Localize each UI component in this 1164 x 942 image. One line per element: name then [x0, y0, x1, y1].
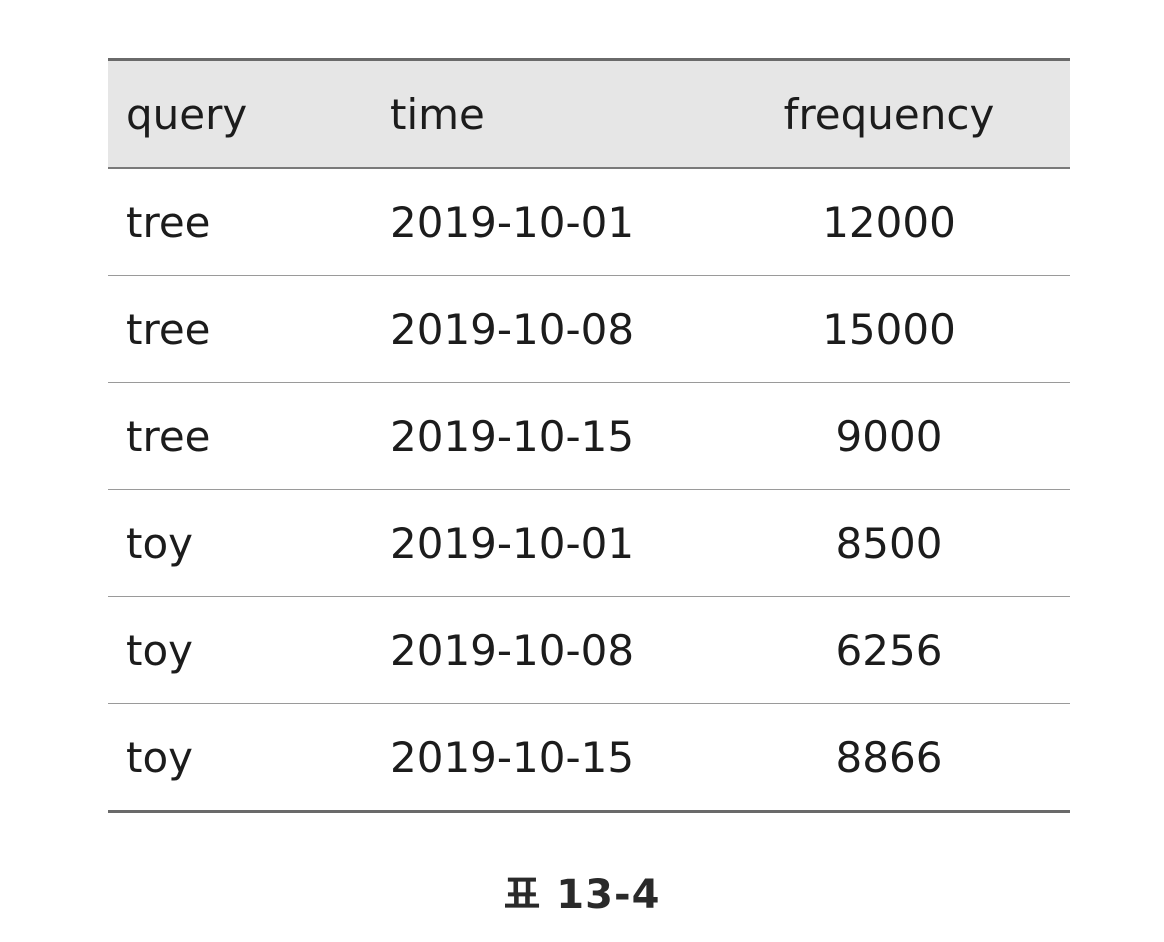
cell-frequency: 9000 [708, 382, 1070, 490]
cell-query: toy [108, 703, 372, 813]
cell-time: 2019-10-15 [372, 703, 708, 813]
cell-frequency: 15000 [708, 275, 1070, 383]
table-row: tree 2019-10-15 9000 [108, 382, 1070, 490]
table-row: toy 2019-10-15 8866 [108, 703, 1070, 813]
table-row: toy 2019-10-08 6256 [108, 596, 1070, 704]
cell-time: 2019-10-01 [372, 168, 708, 276]
table-row: tree 2019-10-01 12000 [108, 168, 1070, 276]
header-query: query [108, 58, 372, 169]
data-table-container: query time frequency tree 2019-10-01 120… [108, 58, 1070, 813]
table-caption: 표 13-4 [503, 872, 661, 918]
cell-time: 2019-10-08 [372, 275, 708, 383]
table-body: tree 2019-10-01 12000 tree 2019-10-08 15… [108, 168, 1070, 813]
table-row: toy 2019-10-01 8500 [108, 489, 1070, 597]
header-time: time [372, 58, 708, 169]
cell-frequency: 8866 [708, 703, 1070, 813]
cell-frequency: 8500 [708, 489, 1070, 597]
cell-frequency: 6256 [708, 596, 1070, 704]
cell-query: toy [108, 489, 372, 597]
cell-query: toy [108, 596, 372, 704]
header-row: query time frequency [108, 58, 1070, 169]
table-header: query time frequency [108, 58, 1070, 169]
table-row: tree 2019-10-08 15000 [108, 275, 1070, 383]
header-frequency: frequency [708, 58, 1070, 169]
data-table: query time frequency tree 2019-10-01 120… [108, 58, 1070, 813]
cell-frequency: 12000 [708, 168, 1070, 276]
cell-time: 2019-10-01 [372, 489, 708, 597]
cell-time: 2019-10-08 [372, 596, 708, 704]
cell-time: 2019-10-15 [372, 382, 708, 490]
cell-query: tree [108, 382, 372, 490]
cell-query: tree [108, 275, 372, 383]
cell-query: tree [108, 168, 372, 276]
